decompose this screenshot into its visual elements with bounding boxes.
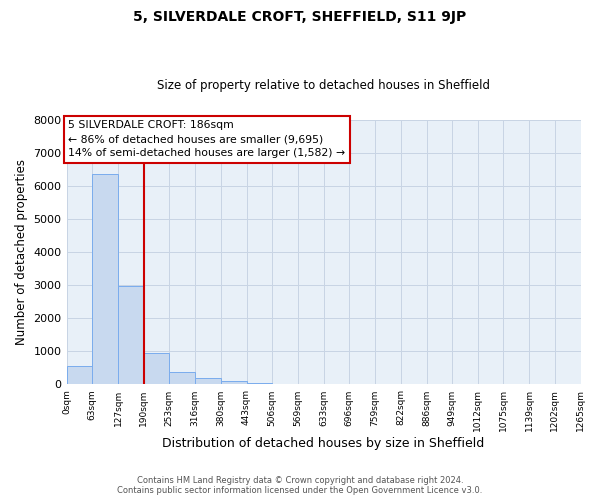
Text: Contains HM Land Registry data © Crown copyright and database right 2024.
Contai: Contains HM Land Registry data © Crown c… xyxy=(118,476,482,495)
Bar xyxy=(169,372,195,384)
Bar xyxy=(195,378,221,384)
Bar xyxy=(221,381,247,384)
Bar xyxy=(67,366,92,384)
Title: Size of property relative to detached houses in Sheffield: Size of property relative to detached ho… xyxy=(157,79,490,92)
Bar xyxy=(92,174,118,384)
Text: 5, SILVERDALE CROFT, SHEFFIELD, S11 9JP: 5, SILVERDALE CROFT, SHEFFIELD, S11 9JP xyxy=(133,10,467,24)
Bar xyxy=(144,353,169,384)
Text: 5 SILVERDALE CROFT: 186sqm
← 86% of detached houses are smaller (9,695)
14% of s: 5 SILVERDALE CROFT: 186sqm ← 86% of deta… xyxy=(68,120,345,158)
Y-axis label: Number of detached properties: Number of detached properties xyxy=(15,159,28,345)
Bar xyxy=(247,383,272,384)
X-axis label: Distribution of detached houses by size in Sheffield: Distribution of detached houses by size … xyxy=(163,437,485,450)
Bar xyxy=(118,286,144,384)
